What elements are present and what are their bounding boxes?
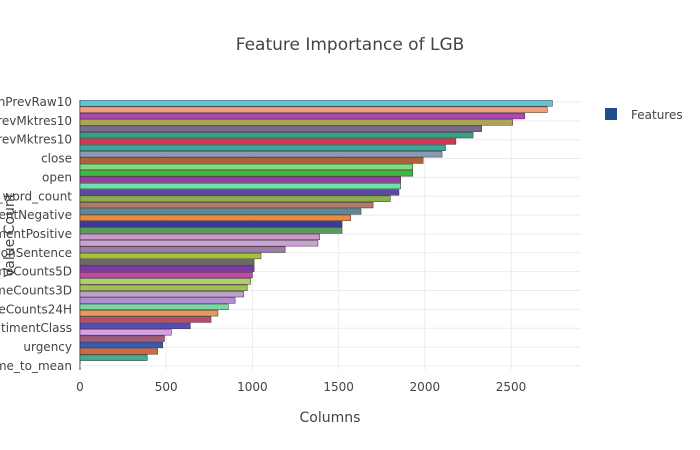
y-tick-label: volumeCounts3D	[0, 284, 72, 298]
bar	[79, 221, 343, 228]
bar	[79, 341, 164, 349]
bar	[79, 195, 391, 202]
bar	[79, 132, 474, 139]
bar	[79, 284, 248, 291]
bar	[79, 335, 165, 342]
bars	[79, 100, 553, 361]
legend: Features	[605, 108, 683, 122]
bar	[79, 163, 414, 171]
legend-label: Features	[631, 108, 683, 122]
bar	[79, 138, 457, 145]
bar	[79, 100, 553, 107]
bar	[79, 316, 212, 323]
bar	[79, 265, 255, 272]
bar	[79, 252, 262, 260]
bar	[79, 208, 362, 215]
y-tick-label: sentimentPositive	[0, 227, 72, 241]
y-tick-labels: returnsOpenPrevRaw10 returnsClosePrevMktr…	[0, 95, 72, 373]
y-tick-label: returnsClosePrevMktres10	[0, 114, 72, 128]
bar	[79, 354, 148, 361]
bar	[79, 144, 446, 151]
y-tick-label: volumeCounts24H	[0, 302, 72, 316]
bar	[79, 227, 343, 234]
x-tick-label: 0	[76, 380, 84, 394]
bar	[79, 189, 400, 196]
x-tick-label: 2000	[410, 380, 441, 394]
x-tick-label: 1000	[237, 380, 268, 394]
y-tick-label: volume_to_mean	[0, 359, 72, 373]
bar	[79, 246, 286, 253]
y-tick-label: urgency	[23, 340, 72, 354]
bar	[79, 182, 401, 190]
bar	[79, 170, 414, 177]
bar	[79, 202, 374, 209]
bar	[79, 125, 482, 132]
bar	[79, 106, 548, 113]
bar	[79, 348, 158, 355]
bar	[79, 329, 172, 336]
y-tick-label: sentimentClass	[0, 321, 72, 335]
x-tick-label: 1500	[323, 380, 354, 394]
x-tick-label: 2500	[496, 380, 527, 394]
y-tick-label: returnsOpenPrevMktres10	[0, 133, 72, 147]
x-tick-label: 500	[155, 380, 178, 394]
bar	[79, 151, 443, 158]
bar	[79, 233, 320, 241]
bar	[79, 303, 229, 310]
bar	[79, 112, 526, 120]
x-axis-title: Columns	[300, 410, 361, 426]
y-tick-label: returnsOpenPrevRaw10	[0, 95, 72, 109]
chart-title: Feature Importance of LGB	[236, 35, 465, 55]
y-tick-label: open	[42, 170, 72, 184]
y-tick-label: close	[41, 152, 72, 166]
x-tick-labels: 0 500 1000 1500 2000 2500	[76, 380, 526, 394]
y-axis-title: Value Count	[2, 192, 18, 277]
bar	[79, 176, 401, 183]
bar	[79, 291, 245, 298]
bar	[79, 214, 351, 221]
bar	[79, 271, 253, 279]
bar	[79, 322, 191, 330]
y-tick-label: volumeCounts5D	[0, 265, 72, 279]
y-tick-label: headline_word_count	[0, 189, 72, 203]
y-tick-label: firstMentionSentence	[0, 246, 72, 260]
bar	[79, 310, 219, 317]
bar	[79, 278, 251, 285]
bar	[79, 157, 424, 164]
bar	[79, 119, 514, 126]
bar	[79, 240, 319, 247]
y-tick-label: sentimentNegative	[0, 208, 72, 222]
bar	[79, 297, 236, 304]
legend-swatch	[605, 108, 617, 120]
bar	[79, 259, 255, 266]
